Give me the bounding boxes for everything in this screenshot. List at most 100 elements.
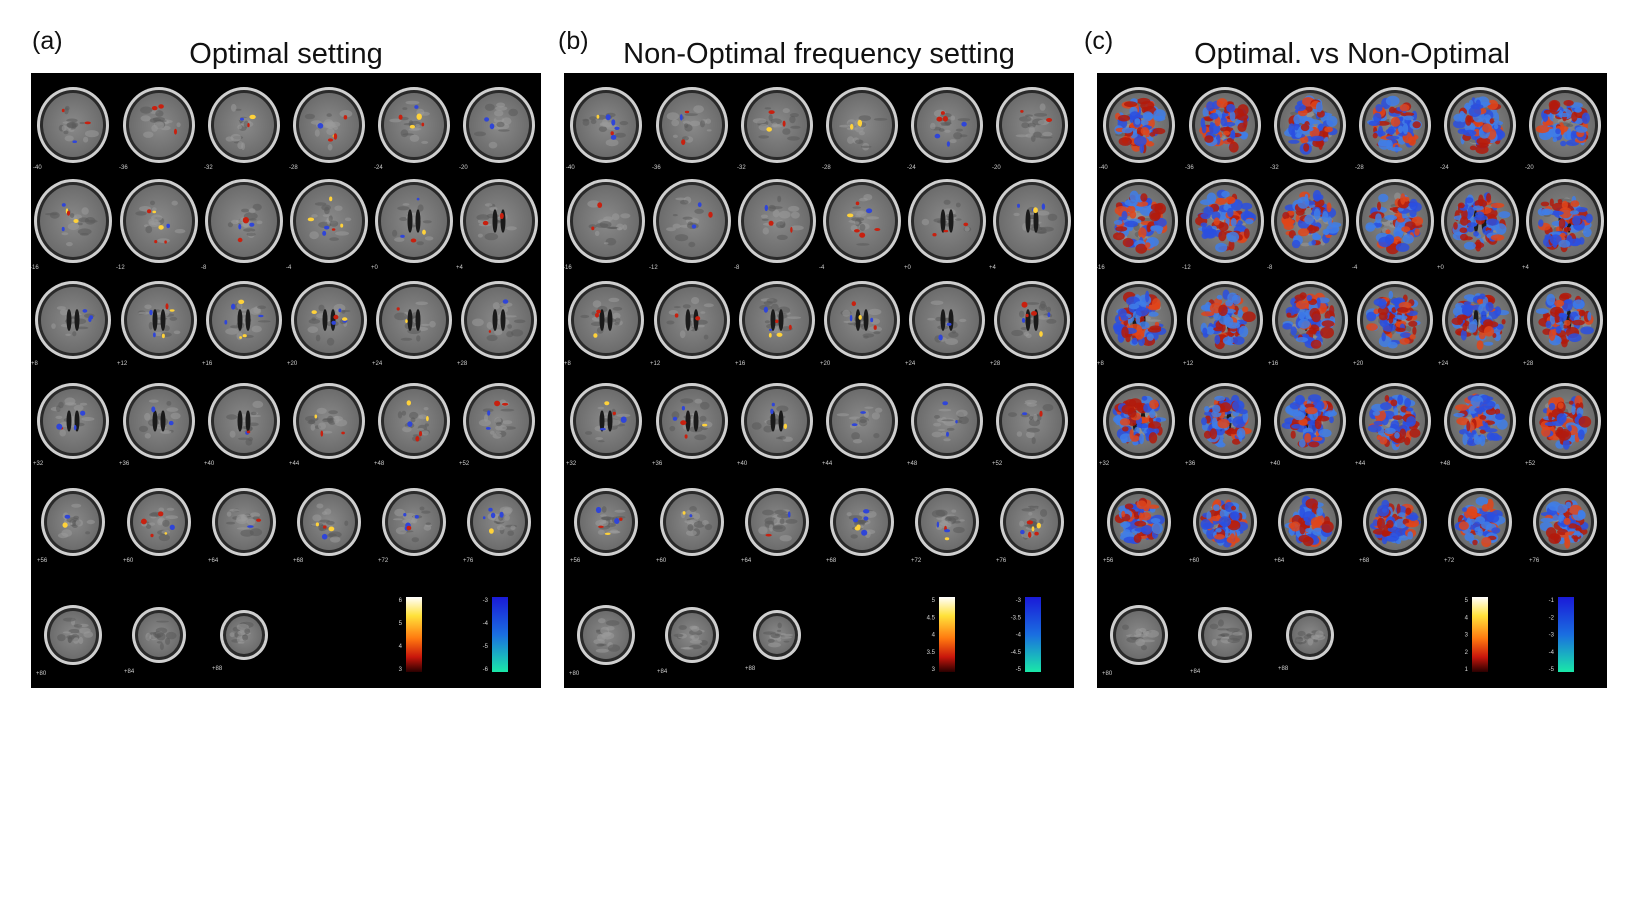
slice-coordinate-label: +40 [1270, 461, 1281, 467]
activation-blob [1214, 334, 1221, 345]
brain-slice [37, 383, 109, 459]
activation-blob [1403, 115, 1415, 121]
brain-slice [741, 383, 813, 459]
activation-blob [1495, 223, 1507, 235]
slice-coordinate-label: -36 [652, 165, 661, 171]
activation-blob [1142, 111, 1153, 122]
activation-blob [870, 317, 874, 323]
activation-blob [1559, 292, 1572, 299]
activation-blob [1297, 228, 1310, 237]
activation-blob [1390, 399, 1398, 407]
activation-blob [1221, 190, 1230, 198]
activation-blob [1378, 193, 1389, 203]
activation-blob [1228, 239, 1235, 251]
activation-blob [1561, 200, 1568, 210]
activation-blob [1476, 437, 1481, 443]
brain-slice [1286, 610, 1334, 660]
activation-blob [1222, 336, 1234, 345]
activation-blob [1213, 504, 1220, 512]
activation-blob [1385, 229, 1391, 234]
activation-blob [1404, 437, 1411, 446]
activation-blob [1036, 522, 1041, 529]
activation-blob [1460, 329, 1467, 341]
activation-blob [1135, 330, 1144, 340]
activation-blob [1046, 118, 1053, 122]
activation-blob [1478, 194, 1484, 207]
activation-blob [1326, 115, 1338, 127]
brain-slice [577, 605, 635, 665]
activation-blob [1455, 404, 1469, 411]
activation-blob [1140, 512, 1152, 521]
activation-blob [788, 324, 792, 330]
activation-blob [1381, 499, 1390, 509]
activation-blob [1229, 533, 1235, 542]
activation-blob [1400, 405, 1409, 413]
activation-blob [1295, 337, 1309, 343]
activation-blob [72, 140, 77, 143]
brain-slice [463, 87, 535, 163]
brain-slice [738, 179, 816, 263]
activation-blob [1555, 326, 1562, 334]
activation-blob [1557, 402, 1564, 409]
activation-blob [1480, 310, 1487, 320]
activation-blob [1549, 198, 1554, 207]
activation-blob [1557, 199, 1563, 205]
activation-blob [1484, 428, 1498, 433]
activation-blob [1312, 329, 1317, 334]
activation-blob [150, 533, 154, 538]
activation-blob [1200, 199, 1214, 206]
brain-slice [132, 607, 186, 663]
activation-blob [82, 309, 88, 313]
activation-blob [169, 309, 175, 312]
slice-coordinate-label: -20 [992, 165, 1001, 171]
activation-blob [414, 105, 419, 109]
activation-blob [84, 121, 91, 125]
activation-blob [1570, 130, 1577, 141]
activation-blob [1312, 234, 1322, 241]
activation-blob [1213, 217, 1220, 226]
activation-blob [689, 514, 693, 518]
activation-blob [1299, 523, 1306, 535]
activation-blob [1456, 417, 1470, 426]
activation-blob [1456, 314, 1468, 321]
activation-blob [1020, 529, 1025, 535]
activation-blob [247, 123, 250, 128]
slice-coordinate-label: -40 [566, 165, 575, 171]
activation-blob [1375, 104, 1383, 112]
activation-blob [1149, 399, 1159, 410]
activation-blob [1494, 112, 1500, 124]
activation-blob [1304, 214, 1314, 225]
activation-blob [775, 319, 779, 324]
activation-blob [614, 126, 620, 130]
slice-coordinate-label: +36 [119, 461, 130, 467]
activation-blob [874, 228, 881, 231]
activation-blob [1481, 537, 1492, 548]
activation-blob [599, 427, 606, 431]
activation-blob [1556, 413, 1567, 424]
activation-blob [1215, 528, 1222, 533]
slice-coordinate-label: +40 [204, 461, 215, 467]
activation-blob [1139, 433, 1145, 445]
activation-blob [1141, 395, 1148, 401]
activation-blob [169, 524, 175, 530]
activation-blob [405, 319, 408, 323]
activation-blob [946, 431, 949, 437]
activation-blob [1122, 237, 1134, 248]
activation-blob [1230, 217, 1237, 227]
activation-blob [1135, 243, 1147, 254]
activation-blob [1118, 137, 1132, 146]
activation-blob [620, 416, 627, 423]
slice-coordinate-label: -8 [201, 265, 207, 271]
activation-blob [1124, 220, 1138, 228]
activation-blob [1465, 197, 1474, 204]
negative-scale-label: -4 [1016, 633, 1022, 639]
activation-blob [1387, 341, 1398, 349]
activation-blob [1567, 333, 1582, 343]
activation-blob [597, 202, 603, 208]
activation-blob [1378, 312, 1388, 321]
slice-coordinate-label: -28 [289, 165, 298, 171]
activation-blob [1470, 104, 1484, 110]
activation-blob [1397, 207, 1404, 212]
activation-blob [239, 336, 243, 339]
brain-slice [290, 179, 368, 263]
